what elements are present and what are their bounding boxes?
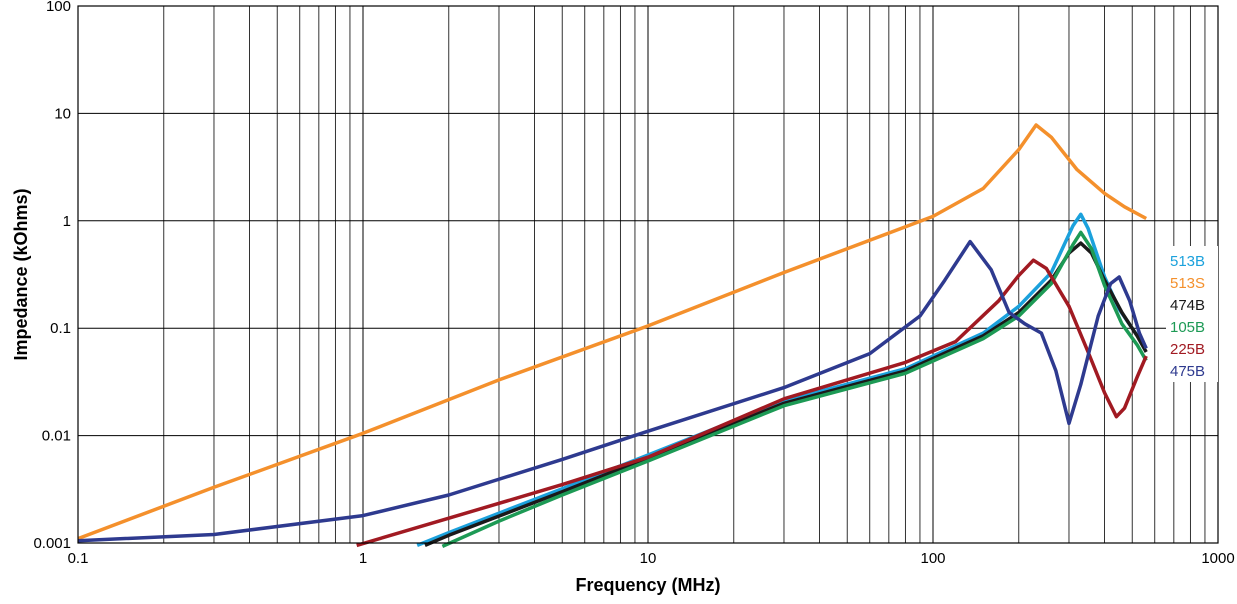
y-tick-label: 0.1	[50, 320, 71, 337]
x-tick-label: 1	[359, 550, 367, 567]
series-line-225b	[356, 258, 1148, 548]
legend-item-475b: 475B	[1170, 363, 1205, 380]
y-tick-label: 1	[63, 213, 71, 230]
legend: 513B 513S 474B 105B 225B 475B	[1170, 253, 1205, 380]
x-tick-label: 1000	[1201, 550, 1234, 567]
y-tick-labels: 0.001 0.01 0.1 1 10 100	[33, 0, 71, 552]
series-lines	[77, 123, 1148, 548]
legend-item-474b: 474B	[1170, 297, 1205, 314]
y-tick-label: 0.01	[42, 428, 71, 445]
y-axis-label: Impedance (kOhms)	[11, 188, 31, 360]
series-line-105b	[441, 230, 1148, 548]
series-line-475b	[77, 239, 1148, 543]
x-tick-labels: 0.1 1 10 100 1000	[68, 550, 1235, 567]
legend-item-225b: 225B	[1170, 341, 1205, 358]
y-tick-label: 0.001	[33, 535, 71, 552]
y-tick-label: 10	[54, 105, 71, 122]
x-tick-label: 10	[640, 550, 657, 567]
legend-item-513s: 513S	[1170, 275, 1205, 292]
x-tick-label: 0.1	[68, 550, 89, 567]
legend-background	[1166, 246, 1218, 382]
x-tick-label: 100	[920, 550, 945, 567]
legend-item-105b: 105B	[1170, 319, 1205, 336]
y-tick-label: 100	[46, 0, 71, 15]
x-axis-label: Frequency (MHz)	[575, 575, 720, 595]
series-line-474b	[424, 241, 1148, 548]
series-line-513s	[77, 123, 1148, 541]
legend-item-513b: 513B	[1170, 253, 1205, 270]
